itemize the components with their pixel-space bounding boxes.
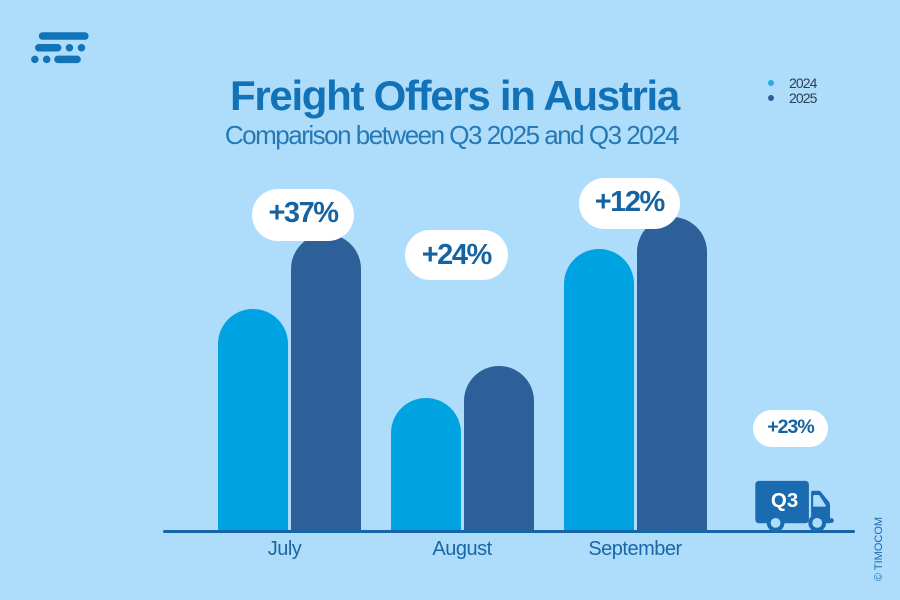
svg-text:Q3: Q3 [771,489,798,512]
